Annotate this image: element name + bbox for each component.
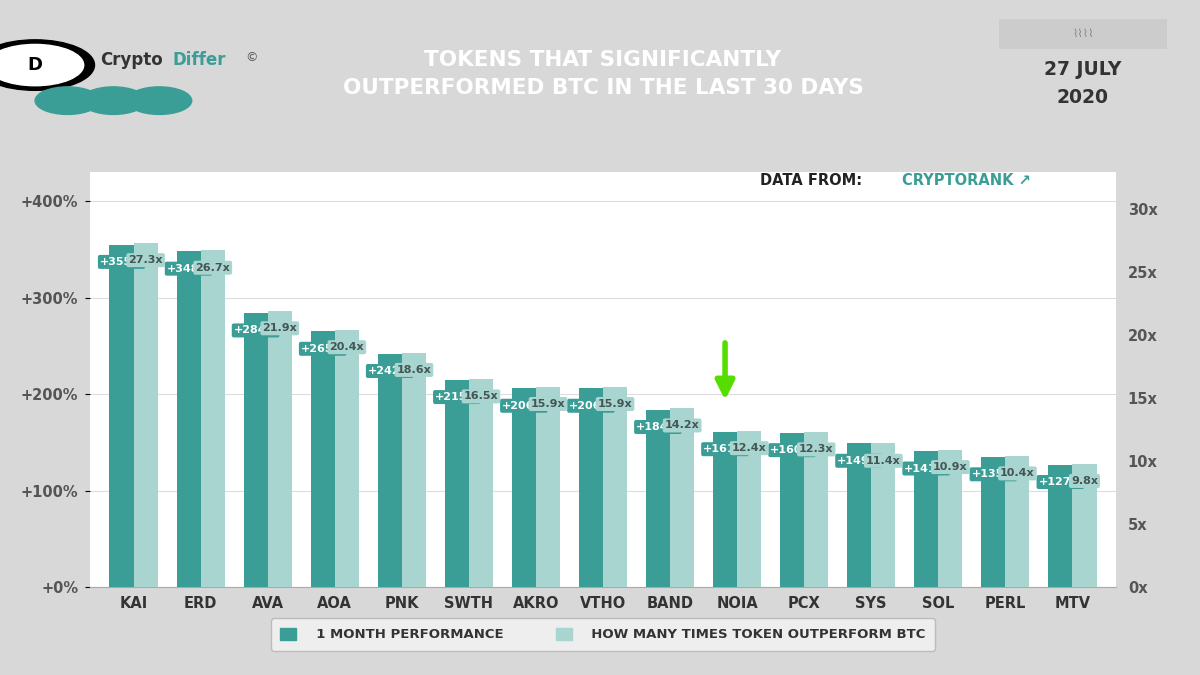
Text: ©: © (245, 51, 257, 63)
Bar (780, 433, 804, 587)
Bar (536, 387, 560, 587)
Text: +284%: +284% (234, 325, 277, 335)
Text: TOKENS THAT SIGNIFICANTLY
OUTPERFORMED BTC IN THE LAST 30 DAYS: TOKENS THAT SIGNIFICANTLY OUTPERFORMED B… (342, 50, 864, 99)
Text: 16.5x: 16.5x (463, 392, 498, 402)
Text: +141%: +141% (905, 464, 948, 473)
Bar (133, 243, 157, 587)
Bar (804, 432, 828, 587)
Text: D: D (28, 56, 43, 74)
Bar (1006, 456, 1030, 587)
Text: Crypto: Crypto (100, 51, 163, 70)
Text: 27 JULY
2020: 27 JULY 2020 (1044, 60, 1122, 107)
Legend:   1 MONTH PERFORMANCE,   HOW MANY TIMES TOKEN OUTPERFORM BTC: 1 MONTH PERFORMANCE, HOW MANY TIMES TOKE… (271, 618, 935, 651)
Bar (871, 443, 895, 587)
Text: ⌇⌇⌇⌇: ⌇⌇⌇⌇ (1073, 29, 1093, 39)
Bar (268, 311, 292, 587)
Circle shape (82, 87, 146, 114)
Text: 9.8x: 9.8x (1070, 476, 1098, 486)
Text: 18.6x: 18.6x (396, 365, 431, 375)
Text: 12.4x: 12.4x (732, 443, 767, 453)
Text: +149%: +149% (838, 456, 881, 466)
Text: 26.7x: 26.7x (196, 263, 230, 273)
Text: 12.3x: 12.3x (799, 444, 834, 454)
Bar (847, 443, 871, 587)
Bar (335, 330, 359, 587)
Bar (200, 250, 224, 587)
Bar (1073, 464, 1097, 587)
Text: 21.9x: 21.9x (263, 323, 298, 333)
Text: 11.4x: 11.4x (866, 456, 901, 466)
Bar (713, 432, 737, 587)
Text: 20.4x: 20.4x (330, 342, 364, 352)
Text: +135%: +135% (972, 469, 1015, 479)
Text: +242%: +242% (368, 366, 412, 376)
Bar (176, 251, 200, 587)
Text: +127%: +127% (1038, 477, 1082, 487)
Circle shape (127, 87, 192, 114)
Bar (914, 451, 938, 587)
Bar (737, 431, 761, 587)
Text: +215%: +215% (436, 392, 479, 402)
Text: +184%: +184% (636, 422, 680, 432)
Bar (604, 387, 628, 587)
Bar (469, 379, 493, 587)
Text: +348%: +348% (167, 264, 210, 273)
Text: DATA FROM:: DATA FROM: (761, 173, 863, 188)
Text: +206%: +206% (569, 401, 613, 411)
Text: 14.2x: 14.2x (665, 421, 700, 431)
Bar (512, 388, 536, 587)
Bar (445, 379, 469, 587)
Bar (244, 313, 268, 587)
Bar (402, 352, 426, 587)
Circle shape (35, 87, 100, 114)
Text: 10.9x: 10.9x (934, 462, 967, 472)
Text: +355%: +355% (100, 257, 143, 267)
Text: +161%: +161% (703, 444, 746, 454)
Bar (109, 244, 133, 587)
Text: +206%: +206% (502, 401, 546, 411)
Text: 10.4x: 10.4x (1000, 468, 1034, 479)
Bar (578, 388, 604, 587)
Text: +160%: +160% (770, 445, 814, 455)
Bar (938, 450, 962, 587)
Bar (646, 410, 670, 587)
Text: Differ: Differ (173, 51, 227, 70)
Bar (378, 354, 402, 587)
Bar (1049, 464, 1073, 587)
Circle shape (0, 40, 95, 90)
Text: 27.3x: 27.3x (128, 255, 163, 265)
Bar (982, 457, 1006, 587)
Text: +265%: +265% (301, 344, 344, 354)
Circle shape (0, 45, 84, 86)
Text: CRYPTORANK ↗: CRYPTORANK ↗ (901, 173, 1031, 188)
FancyBboxPatch shape (1000, 19, 1166, 49)
Bar (670, 408, 695, 587)
Bar (311, 331, 335, 587)
Text: 15.9x: 15.9x (530, 399, 565, 409)
Text: 15.9x: 15.9x (598, 399, 632, 409)
